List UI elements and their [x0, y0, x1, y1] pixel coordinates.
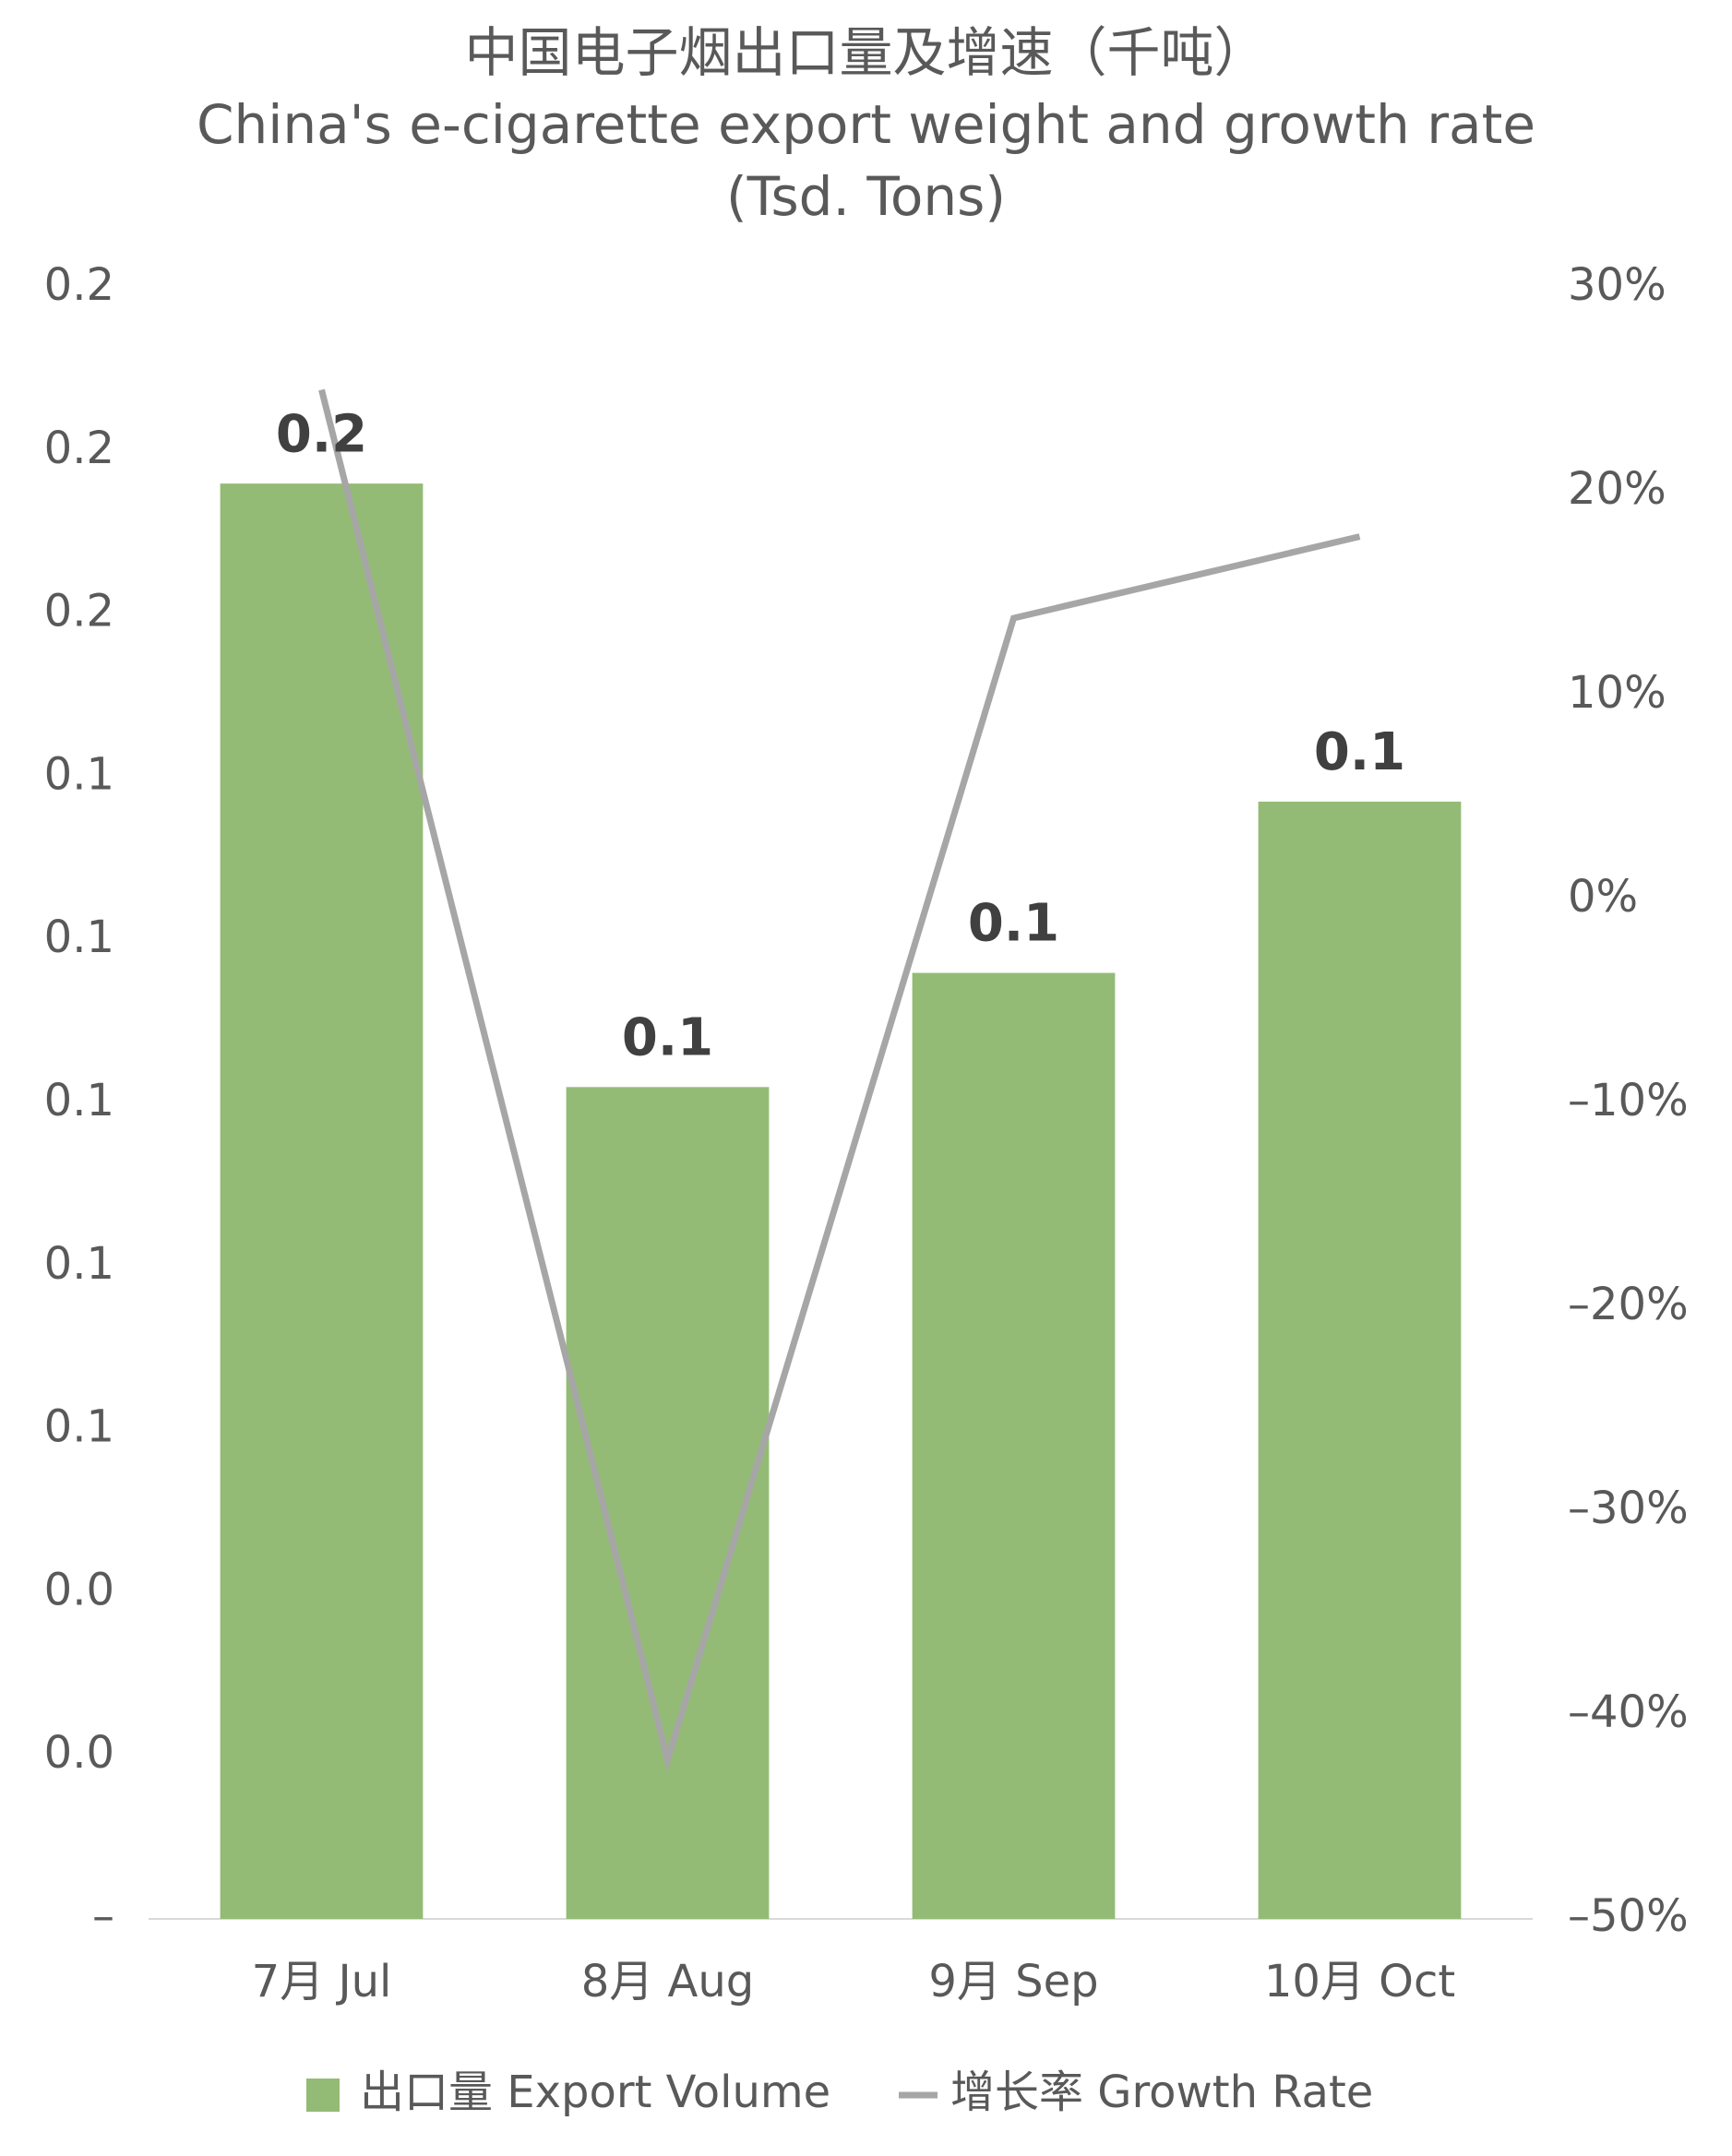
y-tick-label: 0.1	[44, 1238, 114, 1290]
y2-tick-label: –10%	[1568, 1075, 1689, 1126]
x-tick-label: 9月 Sep	[928, 1956, 1098, 2007]
x-tick-label: 10月 Oct	[1264, 1956, 1455, 2007]
y-tick-label: 0.0	[44, 1727, 114, 1779]
x-tick-label: 8月 Aug	[581, 1956, 755, 2007]
y2-tick-label: 10%	[1568, 667, 1666, 719]
legend-label: 增长率 Growth Rate	[950, 2067, 1373, 2118]
x-tick-label: 7月 Jul	[252, 1956, 392, 2007]
chart-subtitle: China's e-cigarette export weight and gr…	[196, 93, 1536, 228]
data-label: 0.2	[276, 404, 367, 464]
bar	[912, 972, 1116, 1919]
y2-tick-label: 30%	[1568, 259, 1666, 311]
y2-tick-label: 20%	[1568, 463, 1666, 515]
y-tick-label: 0.1	[44, 911, 114, 963]
y-tick-label: 0.2	[44, 259, 114, 311]
y-tick-label: 0.2	[44, 423, 114, 474]
chart-title: 中国电子烟出口量及增速（千吨）	[464, 21, 1268, 84]
legend-label: 出口量 Export Volume	[360, 2067, 830, 2118]
y2-tick-label: –30%	[1568, 1483, 1689, 1534]
data-label: 0.1	[968, 894, 1059, 954]
y-tick-label: 0.1	[44, 748, 114, 800]
bar	[220, 483, 424, 1920]
legend-swatch	[306, 2079, 340, 2112]
y2-tick-label: –50%	[1568, 1890, 1689, 1942]
y2-tick-label: –20%	[1568, 1279, 1689, 1330]
bar	[566, 1087, 770, 1919]
bar	[1258, 801, 1462, 1920]
y2-tick-label: –40%	[1568, 1686, 1689, 1738]
data-label: 0.1	[1314, 722, 1405, 782]
y-tick-label: 0.1	[44, 1401, 114, 1453]
y-tick-label: 0.1	[44, 1075, 114, 1126]
data-label: 0.1	[622, 1007, 713, 1067]
y-tick-label: –	[92, 1890, 114, 1942]
y-tick-label: 0.2	[44, 586, 114, 637]
y-tick-label: 0.0	[44, 1564, 114, 1615]
y2-tick-label: 0%	[1568, 871, 1638, 923]
growth-line	[318, 388, 1361, 1772]
